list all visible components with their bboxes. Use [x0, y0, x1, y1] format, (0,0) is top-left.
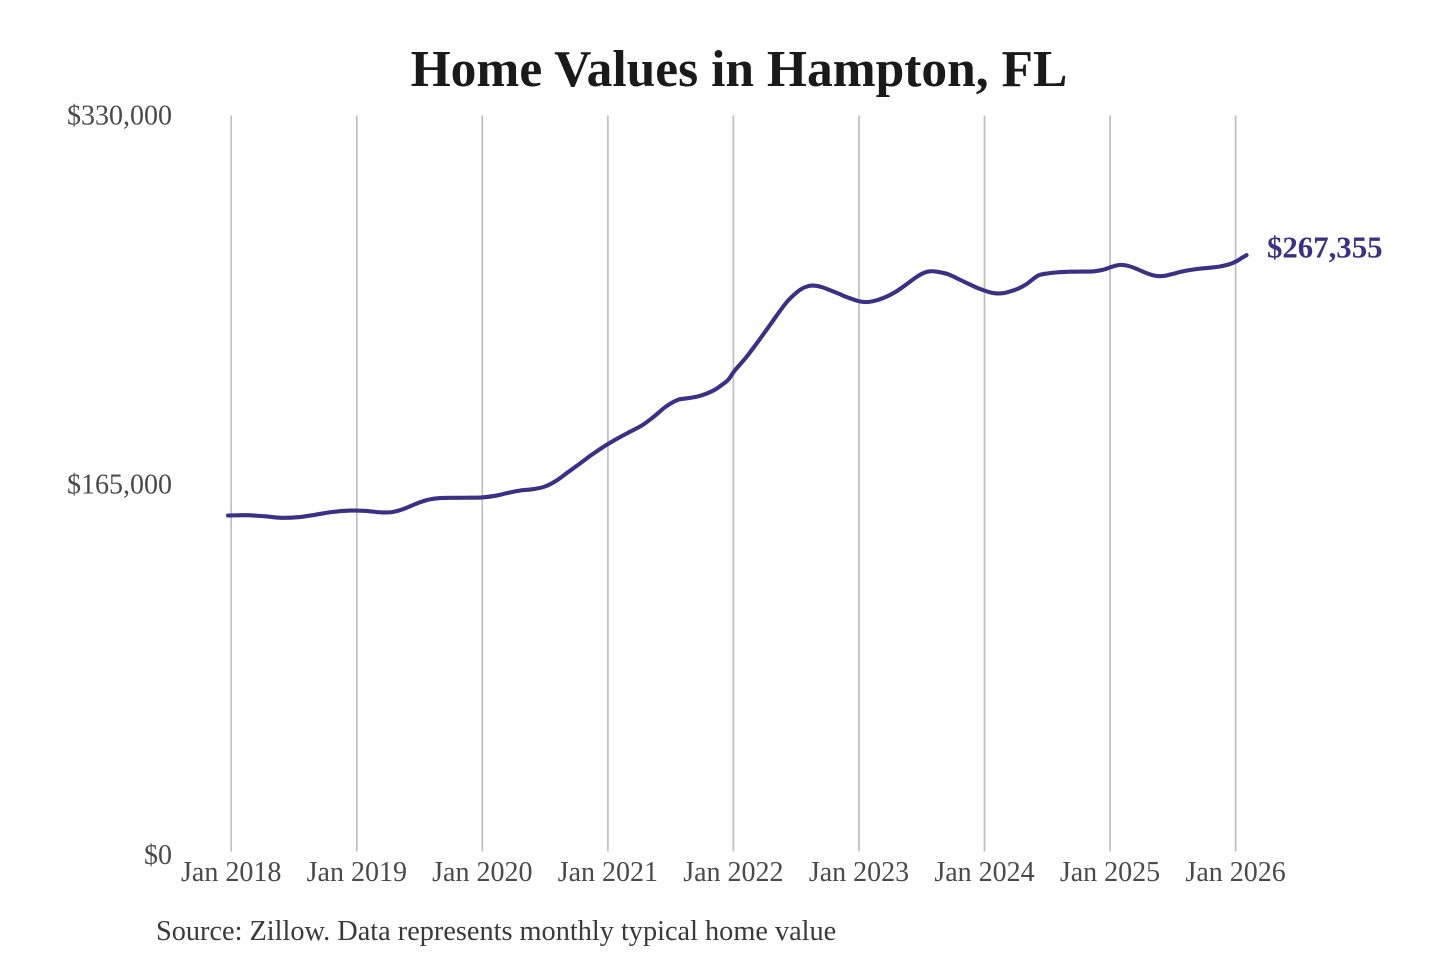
svg-text:Jan 2025: Jan 2025: [1060, 857, 1160, 888]
svg-text:Jan 2022: Jan 2022: [683, 857, 783, 888]
svg-text:Jan 2024: Jan 2024: [934, 857, 1034, 888]
svg-text:$0: $0: [144, 840, 172, 871]
svg-text:Home Values in Hampton, FL: Home Values in Hampton, FL: [411, 41, 1068, 98]
svg-text:Source: Zillow. Data represent: Source: Zillow. Data represents monthly …: [156, 916, 836, 947]
svg-text:$165,000: $165,000: [67, 470, 172, 501]
svg-text:Jan 2026: Jan 2026: [1185, 857, 1285, 888]
svg-text:Jan 2021: Jan 2021: [558, 857, 658, 888]
svg-text:Jan 2023: Jan 2023: [809, 857, 909, 888]
svg-text:$267,355: $267,355: [1267, 231, 1383, 265]
svg-text:Jan 2019: Jan 2019: [307, 857, 407, 888]
svg-text:Jan 2020: Jan 2020: [432, 857, 532, 888]
svg-text:$330,000: $330,000: [67, 101, 172, 132]
svg-text:Jan 2018: Jan 2018: [181, 857, 281, 888]
